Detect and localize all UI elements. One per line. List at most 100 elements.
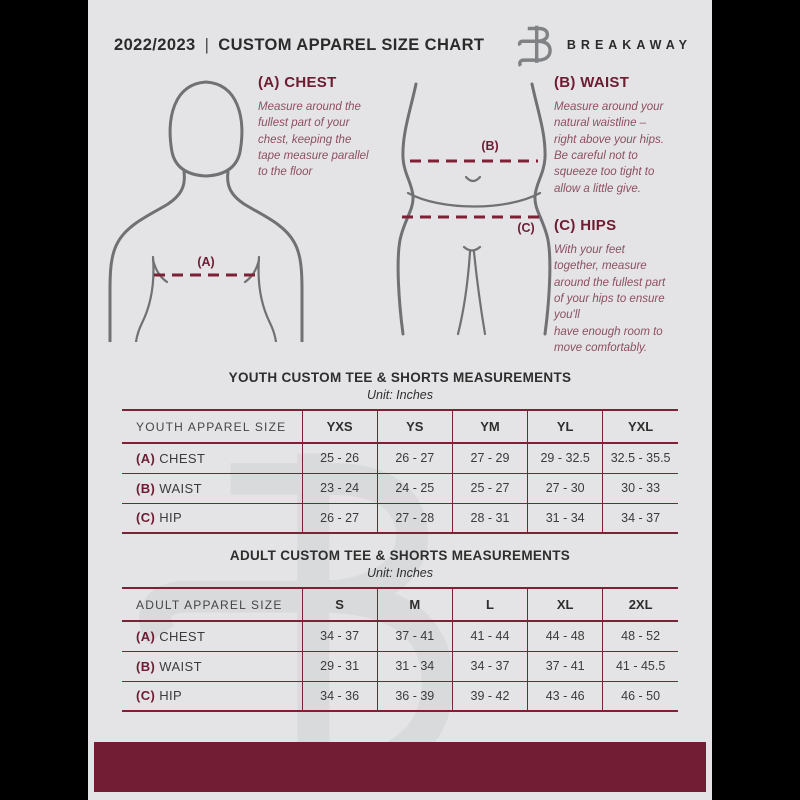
youth-table-unit: Unit: Inches	[366, 388, 433, 402]
measurement-label: (C) HIP	[122, 680, 302, 711]
measurement-value: 41 - 44	[451, 621, 528, 651]
size-header-row: YOUTH APPAREL SIZE YXS YS YM YL YXL	[122, 410, 678, 444]
measurement-value: 48 - 52	[602, 621, 678, 651]
measurement-row: (B) WAIST 23 - 24 24 - 25 25 - 27 27 - 30 30 …	[122, 472, 678, 503]
measurement-value: 29 - 32.5	[527, 443, 603, 473]
header: 2022/2023 | CUSTOM APPAREL SIZE CHART BREA…	[88, 0, 712, 67]
marker-letter: (B)	[136, 480, 156, 496]
measurement-value: 23 - 24	[301, 472, 378, 503]
youth-table-title: YOUTH CUSTOM TEE & SHORTS MEASUREMENTS	[228, 370, 572, 385]
measurement-value: 36 - 39	[376, 680, 453, 711]
measurement-row: (C) HIP 26 - 27 27 - 28 28 - 31 31 - 34 34 - …	[122, 502, 678, 533]
measurement-value: 43 - 46	[527, 680, 603, 711]
measurement-diagrams: (A) (A) CHEST Measure around the fullest…	[88, 70, 712, 362]
measurement-name: CHEST	[155, 450, 206, 466]
measurement-value: 34 - 37	[602, 502, 678, 533]
measurement-value: 25 - 26	[301, 443, 378, 473]
waist-description: Measure around your natural waistline – …	[554, 101, 664, 195]
brand-name: BREAKAWAY	[566, 38, 692, 52]
waist-section: (B) WAIST Measure around your natural wa…	[554, 74, 706, 197]
measurement-value: 37 - 41	[376, 621, 453, 651]
measurement-value: 31 - 34	[376, 650, 453, 681]
measurement-value: 27 - 28	[376, 502, 453, 533]
measurement-value: 46 - 50	[602, 680, 678, 711]
title-separator: |	[204, 35, 210, 54]
marker-letter: (C)	[136, 510, 156, 526]
youth-size-table: YOUTH APPAREL SIZE YXS YS YM YL YXL (A) CHEST 2…	[122, 409, 678, 534]
measurement-value: 30 - 33	[602, 472, 678, 503]
measurement-label: (B) WAIST	[122, 472, 302, 503]
youth-table-block: YOUTH CUSTOM TEE & SHORTS MEASUREMENTS U…	[88, 370, 712, 534]
size-chart-page: 2022/2023 | CUSTOM APPAREL SIZE CHART BREA…	[88, 0, 712, 800]
adult-table-block: ADULT CUSTOM TEE & SHORTS MEASUREMENTS U…	[88, 548, 712, 712]
measurement-value: 28 - 31	[451, 502, 528, 533]
marker-letter: (A)	[136, 628, 156, 644]
measurement-name: CHEST	[155, 628, 206, 644]
size-header-row: ADULT APPAREL SIZE S M L XL 2XL	[122, 588, 678, 622]
hips-description: With your feet together, measure around …	[554, 243, 666, 354]
hips-marker-label: (C)	[517, 221, 534, 235]
adult-table-title: ADULT CUSTOM TEE & SHORTS MEASUREMENTS	[229, 548, 571, 563]
measurement-row: (B) WAIST 29 - 31 31 - 34 34 - 37 37 - 41 41 …	[122, 650, 678, 681]
size-column-header: YL	[527, 410, 603, 444]
size-label-header: YOUTH APPAREL SIZE	[122, 410, 302, 444]
measurement-value: 26 - 27	[301, 502, 378, 533]
footer-accent-bar	[94, 742, 706, 792]
measurement-name: WAIST	[155, 658, 202, 674]
torso-figure-illustration: (A)	[108, 80, 304, 342]
size-column-header: 2XL	[602, 588, 678, 622]
waist-marker-label: (B)	[481, 139, 498, 153]
marker-letter: (B)	[136, 658, 156, 674]
measurement-label: (A) CHEST	[122, 621, 302, 651]
page-title: 2022/2023 | CUSTOM APPAREL SIZE CHART	[114, 36, 484, 55]
breakaway-logo-icon	[517, 24, 552, 67]
measurement-value: 29 - 31	[301, 650, 378, 681]
chest-description: Measure around the fullest part of your …	[258, 101, 369, 179]
chest-section: (A) CHEST Measure around the fullest par…	[258, 74, 400, 181]
chart-title: CUSTOM APPAREL SIZE CHART	[218, 35, 485, 54]
measurement-value: 34 - 37	[451, 650, 528, 681]
measurement-row: (A) CHEST 25 - 26 26 - 27 27 - 29 29 - 32.5 3…	[122, 443, 678, 473]
chest-marker-label: (A)	[197, 255, 214, 269]
adult-table-unit: Unit: Inches	[366, 566, 433, 580]
adult-size-table: ADULT APPAREL SIZE S M L XL 2XL (A) CHEST 34 - …	[122, 587, 678, 712]
measurement-name: WAIST	[155, 480, 202, 496]
measurement-value: 44 - 48	[527, 621, 603, 651]
right-text-column: (B) WAIST Measure around your natural wa…	[554, 74, 706, 356]
measurement-name: HIP	[155, 510, 183, 526]
measurement-value: 25 - 27	[451, 472, 528, 503]
size-column-header: L	[451, 588, 528, 622]
measurement-row: (C) HIP 34 - 36 36 - 39 39 - 42 43 - 46 46 - …	[122, 680, 678, 711]
measurement-name: HIP	[155, 688, 183, 704]
measurement-value: 37 - 41	[527, 650, 603, 681]
size-column-header: YM	[451, 410, 528, 444]
measurement-value: 24 - 25	[376, 472, 453, 503]
size-column-header: XL	[527, 588, 603, 622]
size-label-header: ADULT APPAREL SIZE	[122, 588, 302, 622]
marker-letter: (A)	[136, 450, 156, 466]
size-column-header: M	[376, 588, 453, 622]
measurement-value: 27 - 29	[451, 443, 528, 473]
measurement-value: 34 - 36	[301, 680, 378, 711]
chest-heading: (A) CHEST	[258, 74, 337, 91]
size-column-header: YXL	[602, 410, 678, 444]
measurement-value: 41 - 45.5	[602, 650, 678, 681]
measurement-row: (A) CHEST 34 - 37 37 - 41 41 - 44 44 - 48 48 …	[122, 621, 678, 651]
measurement-value: 31 - 34	[527, 502, 603, 533]
hips-heading: (C) HIPS	[554, 216, 617, 234]
measurement-label: (C) HIP	[122, 502, 302, 533]
size-column-header: YXS	[301, 410, 378, 444]
edition-year: 2022/2023	[114, 35, 196, 54]
marker-letter: (C)	[136, 688, 156, 704]
size-column-header: YS	[376, 410, 453, 444]
hips-figure-illustration: (B) (C)	[396, 82, 552, 336]
measurement-value: 39 - 42	[451, 680, 528, 711]
hips-section: (C) HIPS With your feet together, measur…	[554, 217, 706, 356]
size-tables: YOUTH CUSTOM TEE & SHORTS MEASUREMENTS U…	[88, 370, 712, 712]
measurement-label: (A) CHEST	[122, 443, 302, 473]
measurement-label: (B) WAIST	[122, 650, 302, 681]
measurement-value: 32.5 - 35.5	[602, 443, 678, 473]
size-column-header: S	[301, 588, 378, 622]
measurement-value: 34 - 37	[301, 621, 378, 651]
waist-heading: (B) WAIST	[554, 74, 630, 91]
